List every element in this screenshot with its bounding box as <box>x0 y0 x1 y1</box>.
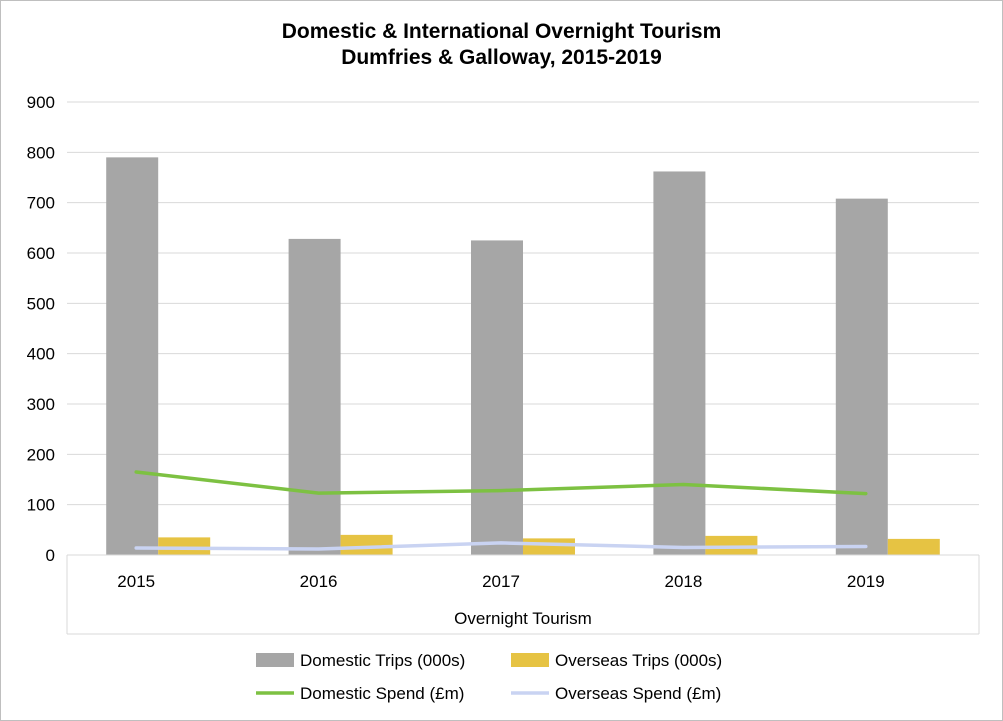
chart-title: Domestic & International Overnight Touri… <box>1 19 1002 71</box>
legend-label-overseas-trips: Overseas Trips (000s) <box>555 651 722 670</box>
chart-title-line-1: Domestic & International Overnight Touri… <box>281 20 722 43</box>
y-tick-label-400: 400 <box>27 345 55 364</box>
x-tick-label-2019: 2019 <box>847 572 885 591</box>
y-tick-label-500: 500 <box>27 294 55 313</box>
bar-overseas-trips-2019 <box>887 538 940 555</box>
y-tick-label-600: 600 <box>27 244 55 263</box>
legend-label-overseas-spend: Overseas Spend (£m) <box>555 684 721 703</box>
bar-overseas-trips-2016 <box>340 534 393 555</box>
y-tick-label-100: 100 <box>27 496 55 515</box>
chart-title-line-2: Dumfries & Galloway, 2015-2019 <box>341 46 662 69</box>
line-overseas-spend <box>134 541 868 551</box>
bar-domestic-trips-2018 <box>653 171 706 555</box>
x-tick-label-2018: 2018 <box>664 572 702 591</box>
legend-swatch-overseas-trips <box>511 653 549 667</box>
y-tick-label-800: 800 <box>27 143 55 162</box>
bar-domestic-trips-2016 <box>288 238 341 555</box>
bar-domestic-trips-2015 <box>106 157 159 555</box>
y-tick-label-200: 200 <box>27 445 55 464</box>
legend-label-domestic-trips: Domestic Trips (000s) <box>300 651 465 670</box>
x-tick-label-2016: 2016 <box>300 572 338 591</box>
bar-domestic-trips-2019 <box>835 198 888 555</box>
bar-overseas-trips-2017 <box>523 538 575 555</box>
x-axis-title: Overnight Tourism <box>454 609 592 628</box>
bar-overseas-trips-2015 <box>158 537 211 555</box>
x-tick-label-2017: 2017 <box>482 572 520 591</box>
legend-swatch-domestic-trips <box>256 653 294 667</box>
legend-label-domestic-spend: Domestic Spend (£m) <box>300 684 464 703</box>
bar-domestic-trips-2017 <box>471 240 523 555</box>
y-tick-label-700: 700 <box>27 194 55 213</box>
y-tick-label-300: 300 <box>27 395 55 414</box>
y-tick-label-0: 0 <box>46 546 55 565</box>
y-tick-label-900: 900 <box>27 93 55 112</box>
line-domestic-spend <box>134 470 868 496</box>
x-tick-label-2015: 2015 <box>117 572 155 591</box>
